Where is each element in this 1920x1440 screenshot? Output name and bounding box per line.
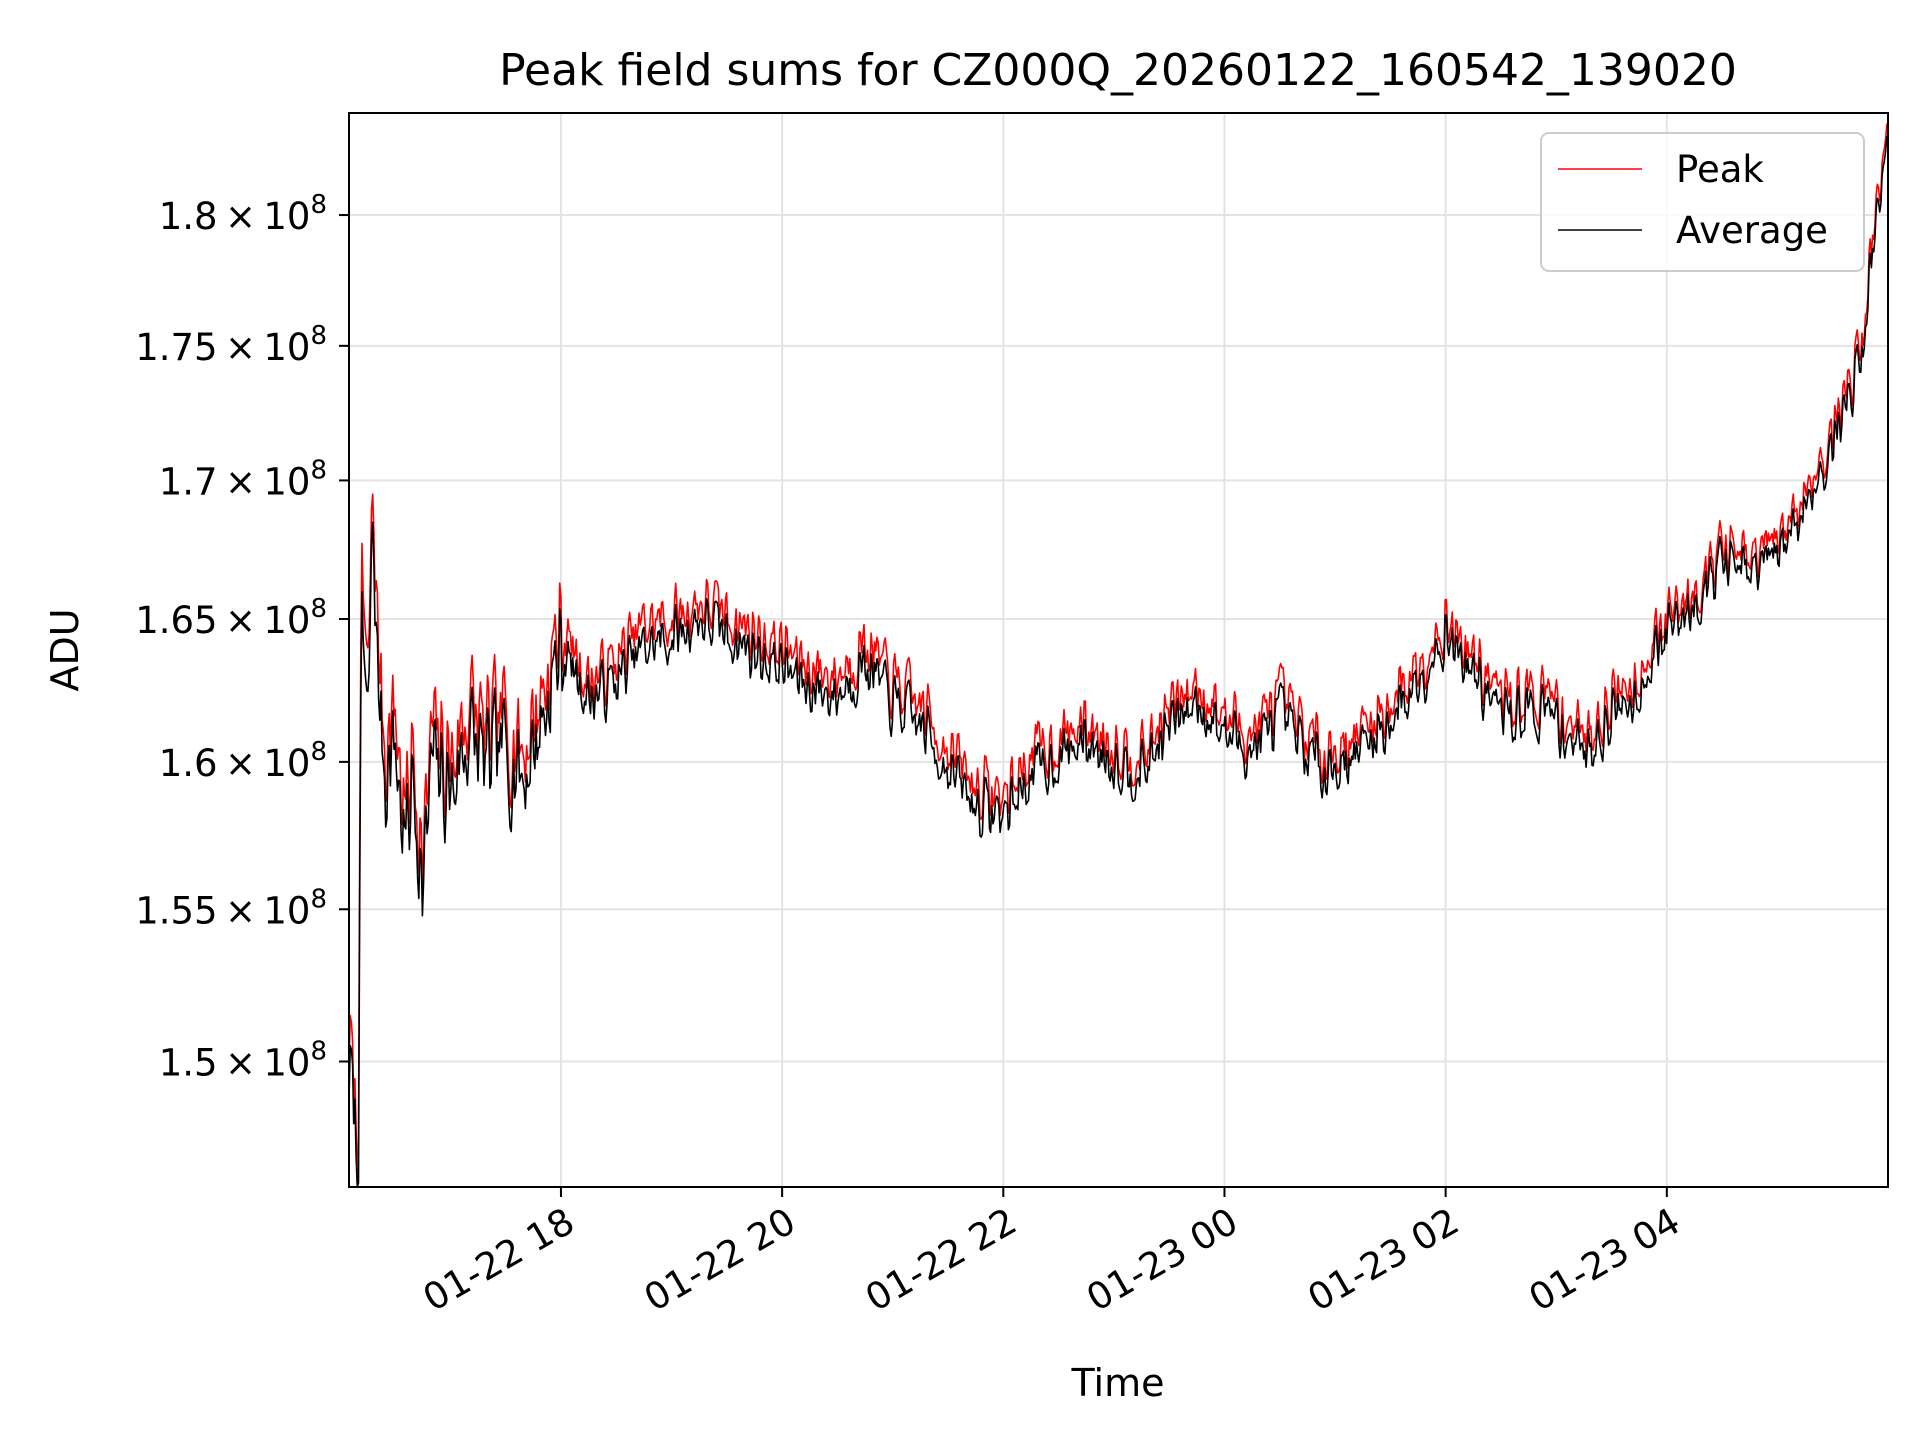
y-tick-label: 1.75 × 108 xyxy=(135,321,327,369)
y-axis: 1.5 × 108 1.55 × 108 1.6 × 108 1.65 × 108 1.… xyxy=(135,190,349,1085)
y-tick-label: 1.7 × 108 xyxy=(159,455,327,503)
y-tick-label: 1.6 × 108 xyxy=(159,737,327,785)
y-tick-label: 1.65 × 108 xyxy=(135,594,327,642)
y-tick-label: 1.55 × 108 xyxy=(135,884,327,932)
y-tick-label: 1.5 × 108 xyxy=(159,1037,327,1085)
legend: Peak Average xyxy=(1540,132,1865,272)
legend-box xyxy=(1540,132,1865,272)
x-axis-label: Time xyxy=(1071,1361,1165,1405)
series-line-average xyxy=(348,136,1889,1188)
legend-label-peak: Peak xyxy=(1676,148,1764,191)
plot-frame xyxy=(348,112,1889,1188)
y-axis-label: ADU xyxy=(43,608,87,691)
series-lines xyxy=(348,123,1889,1188)
y-tick-label: 1.8 × 108 xyxy=(159,190,327,238)
chart-title: Peak field sums for CZ000Q_20260122_1605… xyxy=(499,45,1737,96)
legend-label-average: Average xyxy=(1676,209,1828,252)
